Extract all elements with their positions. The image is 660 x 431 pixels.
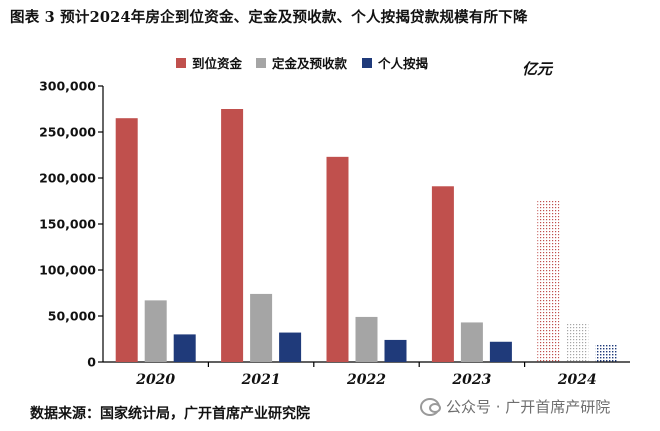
- bar-funds-2023: [431, 186, 454, 362]
- bar-deposits-2021: [250, 293, 273, 362]
- legend-swatch-deposits: [256, 58, 266, 68]
- x-tick-label: 2024: [557, 372, 597, 388]
- bar-deposits-2023: [460, 322, 483, 362]
- bar-mortgage-2022: [384, 339, 407, 362]
- x-tick-label: 2020: [135, 372, 175, 388]
- bar-chart: 到位资金 定金及预收款 个人按揭 亿元 0 50,000 100,000 150,000 2…: [39, 56, 630, 388]
- y-tick-label: 50,000: [48, 309, 97, 324]
- legend-label-mortgage: 个人按揭: [377, 56, 429, 71]
- legend-label-deposits: 定金及预收款: [271, 56, 348, 71]
- watermark-text: 公众号 · 广开首席产研院: [446, 398, 611, 416]
- y-tick-label: 100,000: [39, 263, 96, 278]
- x-tick-label: 2022: [346, 372, 386, 388]
- bars-group: [115, 109, 618, 362]
- y-tick-label: 200,000: [39, 171, 96, 186]
- bar-deposits-2020: [144, 300, 167, 362]
- legend-label-funds: 到位资金: [192, 56, 243, 71]
- bar-funds-2024-forecast: [537, 201, 560, 362]
- y-tick-label: 150,000: [39, 217, 96, 232]
- bar-deposits-2022: [355, 316, 378, 362]
- chart-legend: 到位资金 定金及预收款 个人按揭: [176, 56, 429, 71]
- bar-mortgage-2024-forecast: [595, 343, 618, 362]
- unit-label: 亿元: [522, 60, 554, 78]
- legend-swatch-funds: [176, 58, 186, 68]
- bar-mortgage-2021: [279, 332, 302, 362]
- y-tick-label: 300,000: [39, 79, 96, 94]
- x-axis: 2020 2021 2022 2023 2024: [103, 361, 630, 388]
- y-tick-label: 0: [87, 355, 96, 370]
- watermark: 公众号 · 广开首席产研院: [420, 396, 610, 417]
- bar-mortgage-2020: [173, 334, 196, 362]
- bar-funds-2021: [221, 109, 244, 362]
- data-source-note: 数据来源：国家统计局，广开首席产业研究院: [30, 406, 310, 422]
- y-tick-label: 250,000: [39, 125, 96, 140]
- legend-swatch-mortgage: [362, 58, 372, 68]
- bar-mortgage-2023: [489, 341, 512, 362]
- chart-title: 图表 3 预计2024年房企到位资金、定金及预收款、个人按揭贷款规模有所下降: [10, 9, 528, 26]
- bar-funds-2020: [115, 118, 138, 362]
- wechat-icon: [420, 397, 441, 416]
- y-axis: 0 50,000 100,000 150,000 200,000 250,000 300,0…: [39, 79, 104, 370]
- x-tick-label: 2023: [451, 372, 491, 388]
- bar-funds-2022: [326, 156, 349, 362]
- bar-deposits-2024-forecast: [566, 322, 589, 362]
- x-tick-label: 2021: [241, 372, 281, 388]
